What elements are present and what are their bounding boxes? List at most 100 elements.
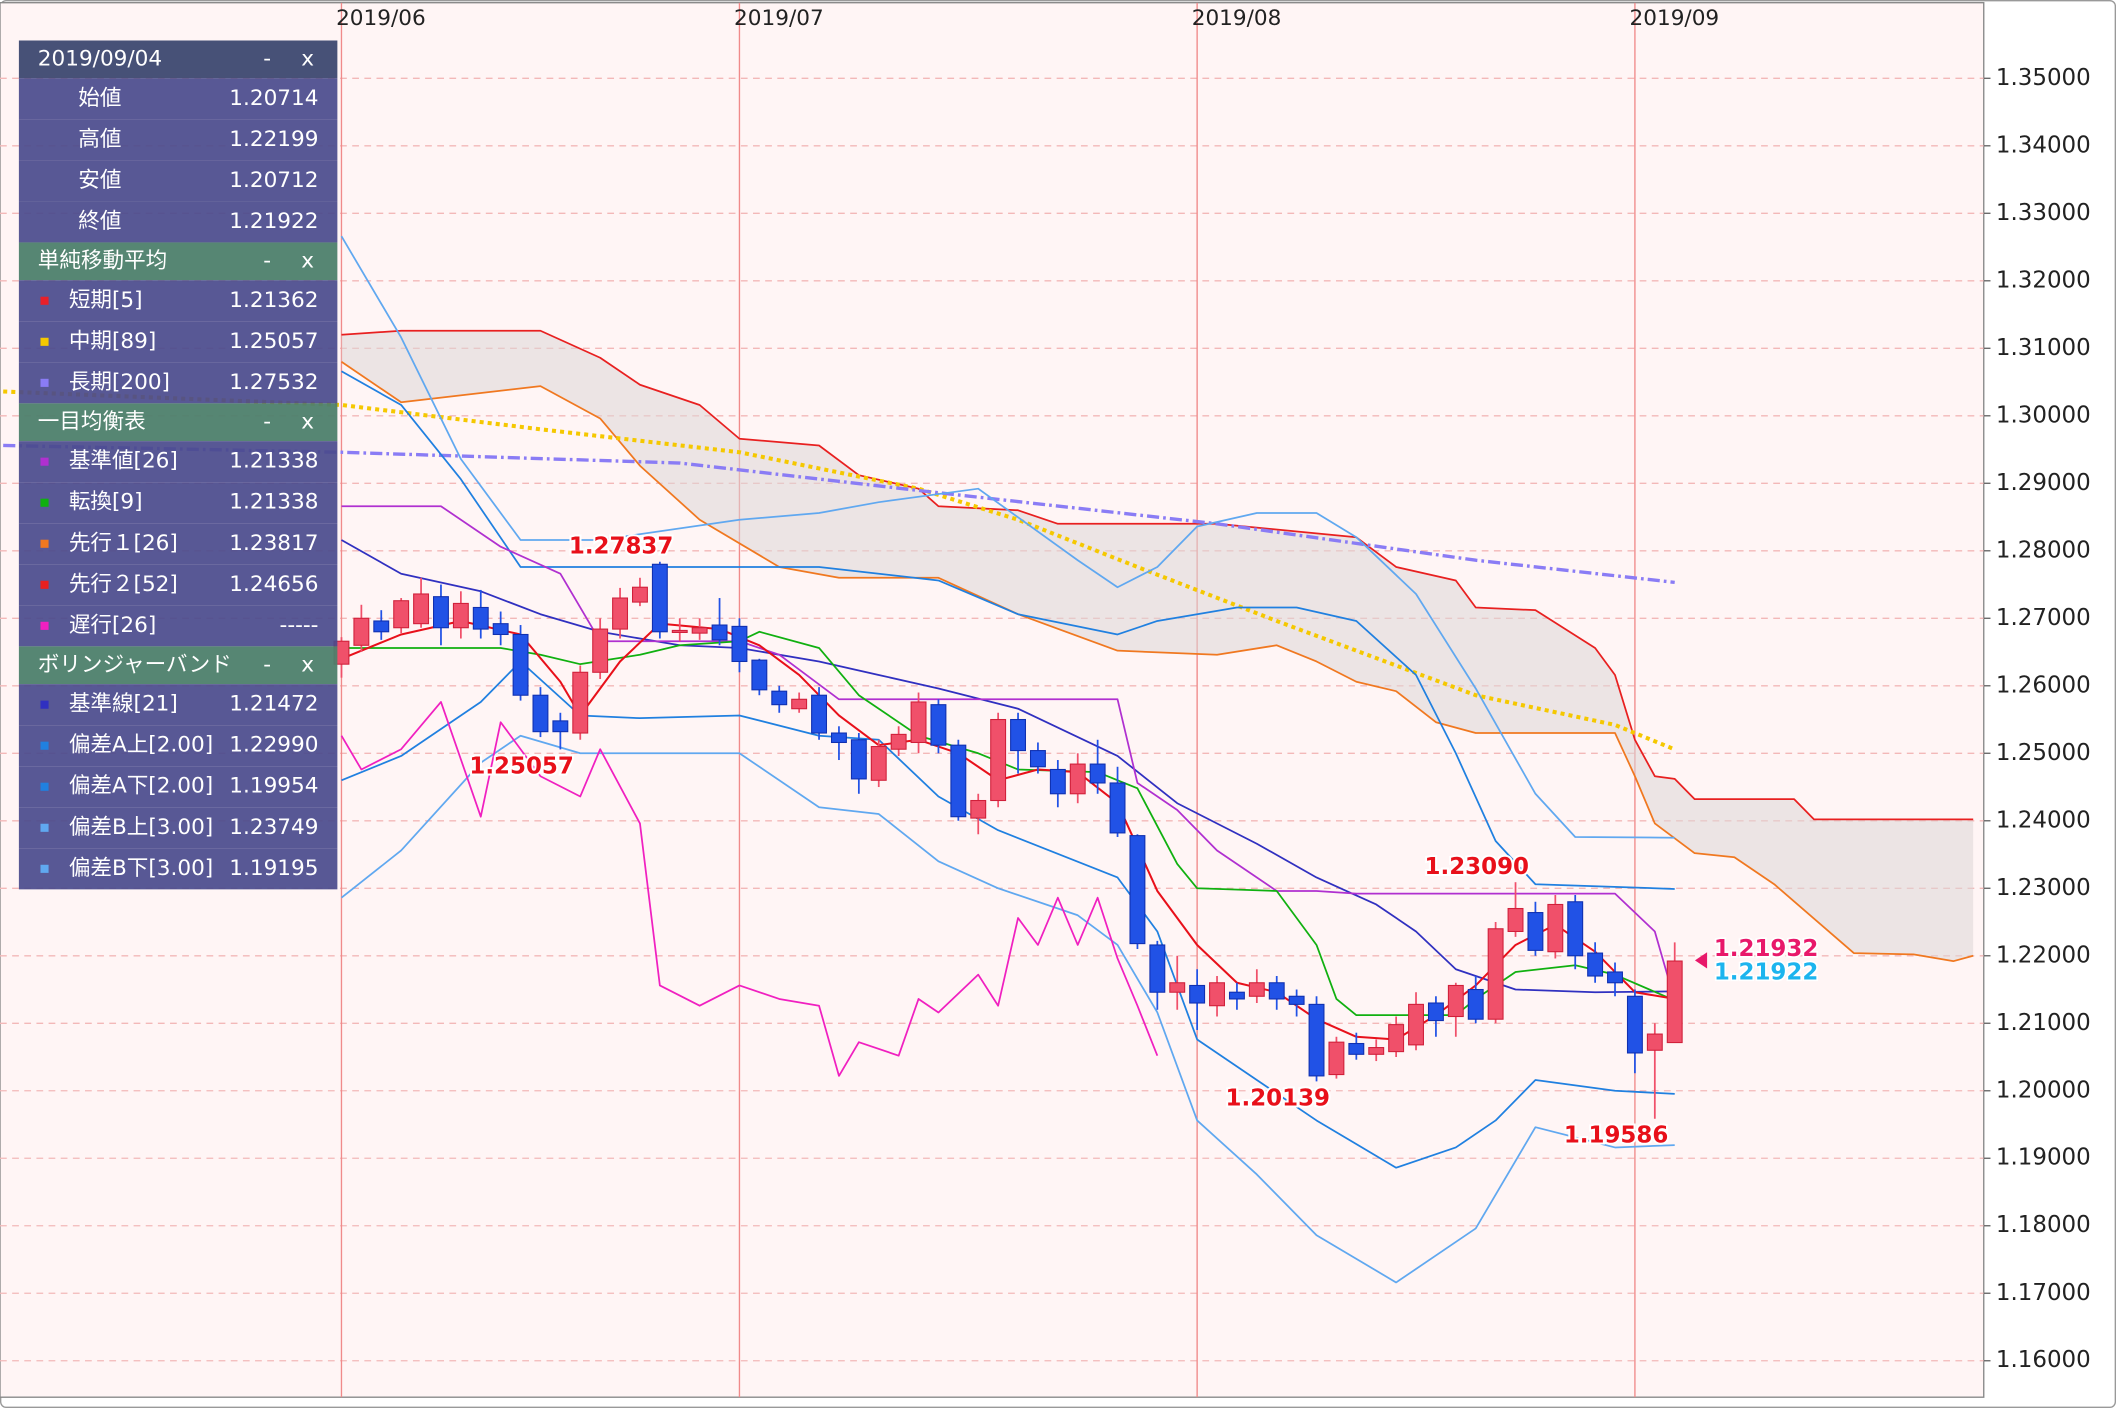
panel-label: 高値 <box>78 127 121 152</box>
panel-value: 1.20712 <box>229 168 318 193</box>
x-tick-label: 2019/08 <box>1192 6 1282 31</box>
y-tick-label: 1.27000 <box>1996 605 2091 631</box>
candle-body <box>373 620 390 633</box>
y-tick-label: 1.22000 <box>1996 942 2091 968</box>
candle-body <box>1547 903 1564 953</box>
legend-swatch <box>40 498 49 507</box>
panel-header <box>18 403 338 442</box>
panel-title: 一目均衡表 <box>38 409 146 434</box>
candle-body <box>1626 995 1643 1054</box>
minimize-button[interactable]: - <box>263 409 271 434</box>
panel-value: 1.22990 <box>229 733 318 758</box>
close-button[interactable]: x <box>301 46 314 71</box>
minimize-button[interactable]: - <box>263 248 271 273</box>
panel-label: 長期[200] <box>69 370 170 395</box>
panel-value: 1.25057 <box>229 329 318 354</box>
minimize-button[interactable]: - <box>263 652 271 677</box>
panel-value: 1.22199 <box>229 127 318 152</box>
panel-value: 1.21338 <box>229 449 318 474</box>
panel-label: 転換[9] <box>69 490 143 515</box>
candle-body <box>830 732 847 744</box>
ichimoku-cloud <box>341 330 1974 962</box>
panel-value: ----- <box>280 613 319 638</box>
legend-swatch <box>40 741 49 750</box>
candle-body <box>1447 984 1464 1018</box>
y-tick-label: 1.30000 <box>1996 402 2091 428</box>
panel-row <box>18 160 338 202</box>
candle-body <box>1089 763 1106 784</box>
panel-row <box>18 280 338 322</box>
panel-value: 1.21362 <box>229 288 318 313</box>
panel-value: 1.21338 <box>229 490 318 515</box>
candle-body <box>1129 835 1146 945</box>
legend-swatch <box>40 700 49 709</box>
close-button[interactable]: x <box>301 409 314 434</box>
panel-title: 単純移動平均 <box>38 248 167 273</box>
candle-body <box>1487 928 1504 1020</box>
legend-swatch <box>40 378 49 387</box>
panel-value: 1.19195 <box>229 856 318 881</box>
y-tick-label: 1.33000 <box>1996 200 2091 226</box>
panel-title: ボリンジャーバンド <box>38 652 232 677</box>
x-tick-label: 2019/06 <box>336 6 426 31</box>
panel-label: 偏差B上[3.00] <box>69 815 213 840</box>
y-tick-label: 1.23000 <box>1996 875 2091 901</box>
panel-label: 遅行[26] <box>69 613 156 638</box>
y-tick-label: 1.20000 <box>1996 1077 2091 1103</box>
candle-body <box>1149 944 1166 993</box>
y-tick-label: 1.18000 <box>1996 1212 2091 1238</box>
axis: 1.16000 1.17000 1.18000 1.19000 1.20000 1.210… <box>336 6 2091 1373</box>
candle-body <box>990 718 1007 802</box>
panel-title: 2019/09/04 <box>38 46 162 71</box>
legend-swatch <box>40 782 49 791</box>
indicator-line <box>3 443 1675 585</box>
y-tick-label: 1.26000 <box>1996 672 2091 698</box>
price-annotation: 1.19586 <box>1564 1123 1668 1149</box>
candle-body <box>751 659 768 691</box>
y-tick-label: 1.17000 <box>1996 1280 2091 1306</box>
price-annotation: 1.23090 <box>1425 854 1529 880</box>
candle-body <box>1587 952 1604 977</box>
candle-body <box>1288 995 1305 1005</box>
candle-body <box>850 739 867 780</box>
candle-body <box>552 720 569 733</box>
candle-body <box>930 704 947 746</box>
candle-body <box>1527 912 1544 951</box>
panel-label: 偏差A上[2.00] <box>69 733 213 758</box>
panel-value: 1.21922 <box>229 209 318 234</box>
candle-body <box>1467 988 1484 1020</box>
candle-body <box>870 745 887 781</box>
candle-body <box>512 633 529 696</box>
panel-label: 先行１[26] <box>69 531 178 556</box>
candle-body <box>1646 1033 1663 1051</box>
candle-body <box>1228 991 1245 1000</box>
candle-body <box>393 600 410 629</box>
panel-header <box>18 242 338 281</box>
candle-body <box>1607 971 1623 984</box>
panel-value: 1.21472 <box>229 692 318 717</box>
price-marker <box>1694 952 1708 969</box>
y-tick-label: 1.21000 <box>1996 1010 2091 1036</box>
y-tick-label: 1.35000 <box>1996 65 2091 91</box>
panel-label: 安値 <box>78 168 121 193</box>
indicator-line <box>340 701 1159 1077</box>
candle-body <box>1268 982 1285 1000</box>
panel-label: 基準線[21] <box>69 692 178 717</box>
indicator-line <box>3 389 1676 752</box>
close-button[interactable]: x <box>301 652 314 677</box>
panel-row <box>18 482 338 524</box>
candle-body <box>1189 984 1206 1004</box>
panel-row <box>18 684 338 726</box>
panel-header <box>18 646 338 685</box>
panel-value: 1.27532 <box>229 370 318 395</box>
indicator-line <box>341 505 1676 1001</box>
panel-label: 基準値[26] <box>69 449 178 474</box>
panel-row <box>18 807 338 849</box>
legend-swatch <box>40 864 49 873</box>
minimize-button[interactable]: - <box>263 46 271 71</box>
panel-header <box>18 40 338 79</box>
candle-body <box>631 586 648 603</box>
close-button[interactable]: x <box>301 248 314 273</box>
panel-label: 偏差B下[3.00] <box>69 856 213 881</box>
